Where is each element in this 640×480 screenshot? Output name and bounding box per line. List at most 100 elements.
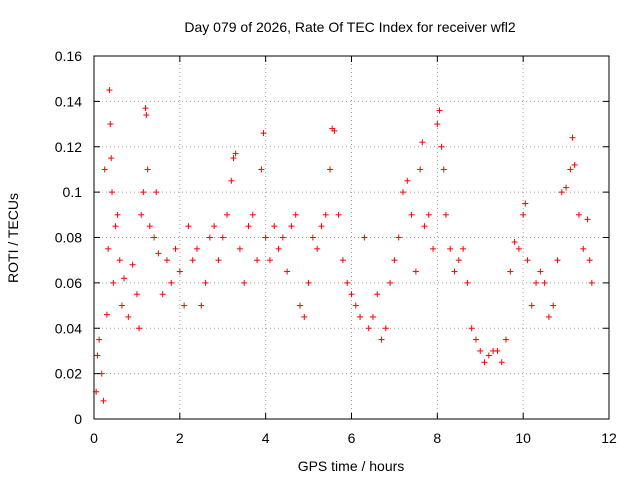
data-point — [107, 121, 114, 128]
data-point — [284, 268, 291, 275]
data-points — [93, 87, 595, 404]
data-point — [153, 189, 160, 196]
data-point — [507, 268, 514, 275]
x-axis-label: GPS time / hours — [298, 458, 405, 474]
data-point — [374, 291, 381, 298]
data-point — [96, 336, 103, 343]
data-point — [275, 245, 282, 252]
data-point — [468, 325, 475, 332]
x-tick-label: 6 — [348, 430, 356, 446]
data-point — [395, 234, 402, 241]
data-point — [230, 155, 237, 162]
data-point — [365, 325, 372, 332]
data-point — [279, 234, 286, 241]
data-point — [106, 87, 113, 94]
data-point — [121, 275, 128, 282]
data-point — [378, 336, 385, 343]
data-point — [571, 161, 578, 168]
data-point — [503, 336, 509, 343]
data-point — [101, 166, 108, 173]
data-point — [194, 245, 200, 252]
x-tick-label: 0 — [90, 430, 98, 446]
data-point — [339, 257, 346, 264]
data-point — [436, 107, 443, 114]
data-point — [442, 211, 449, 218]
axis-ticks — [93, 55, 610, 420]
data-point — [404, 177, 411, 184]
data-point — [151, 234, 158, 241]
data-point — [412, 268, 419, 275]
data-point — [460, 245, 467, 252]
data-point — [129, 261, 136, 268]
x-tick-labels: 0 2 4 6 8 10 12 — [90, 430, 617, 446]
data-point — [211, 223, 218, 230]
data-point — [348, 291, 355, 298]
data-point — [554, 257, 561, 264]
data-point — [254, 257, 261, 264]
data-point — [138, 211, 145, 218]
data-point — [430, 245, 437, 252]
data-point — [245, 223, 252, 230]
data-point — [297, 302, 303, 309]
data-point — [249, 211, 256, 218]
data-point — [569, 134, 576, 141]
data-point — [558, 189, 565, 196]
y-tick-label: 0.16 — [55, 48, 82, 64]
data-point — [189, 257, 196, 264]
data-point — [271, 223, 278, 230]
data-point — [391, 257, 398, 264]
data-point — [309, 234, 316, 241]
data-point — [202, 279, 209, 286]
y-tick-label: 0 — [74, 411, 82, 427]
data-point — [241, 279, 248, 286]
data-point — [146, 223, 153, 230]
data-point — [118, 302, 125, 309]
data-point — [163, 257, 170, 264]
y-tick-label: 0.12 — [55, 139, 82, 155]
data-point — [344, 279, 351, 286]
y-tick-label: 0.08 — [55, 230, 82, 246]
data-point — [361, 234, 368, 241]
data-point — [425, 211, 432, 218]
data-point — [125, 313, 132, 320]
x-tick-label: 10 — [515, 430, 531, 446]
data-point — [305, 279, 312, 286]
data-point — [387, 279, 394, 286]
data-point — [292, 211, 299, 218]
data-point — [550, 302, 557, 309]
chart-title: Day 079 of 2026, Rate Of TEC Index for r… — [184, 19, 515, 35]
data-point — [440, 166, 447, 173]
data-point — [400, 189, 406, 196]
data-point — [112, 223, 119, 230]
data-point — [528, 302, 535, 309]
data-point — [533, 279, 540, 286]
data-point — [108, 155, 115, 162]
grid — [94, 56, 609, 419]
data-point — [105, 245, 112, 252]
data-point — [142, 105, 149, 112]
data-point — [215, 257, 222, 264]
data-point — [417, 166, 424, 173]
data-point — [447, 245, 454, 252]
data-point — [524, 257, 531, 264]
data-point — [455, 257, 462, 264]
x-tick-label: 4 — [262, 430, 270, 446]
y-tick-label: 0.04 — [55, 320, 82, 336]
data-point — [262, 234, 269, 241]
data-point — [477, 347, 484, 354]
data-point — [224, 211, 231, 218]
data-point — [382, 325, 389, 332]
y-tick-label: 0.1 — [63, 184, 83, 200]
data-point — [94, 352, 101, 359]
data-point — [545, 313, 552, 320]
data-point — [116, 257, 123, 264]
data-point — [258, 166, 265, 173]
data-point — [228, 177, 235, 184]
data-point — [168, 279, 175, 286]
data-point — [219, 234, 226, 241]
data-point — [236, 245, 243, 252]
data-point — [136, 325, 143, 332]
data-point — [155, 250, 162, 257]
data-point — [498, 359, 505, 366]
